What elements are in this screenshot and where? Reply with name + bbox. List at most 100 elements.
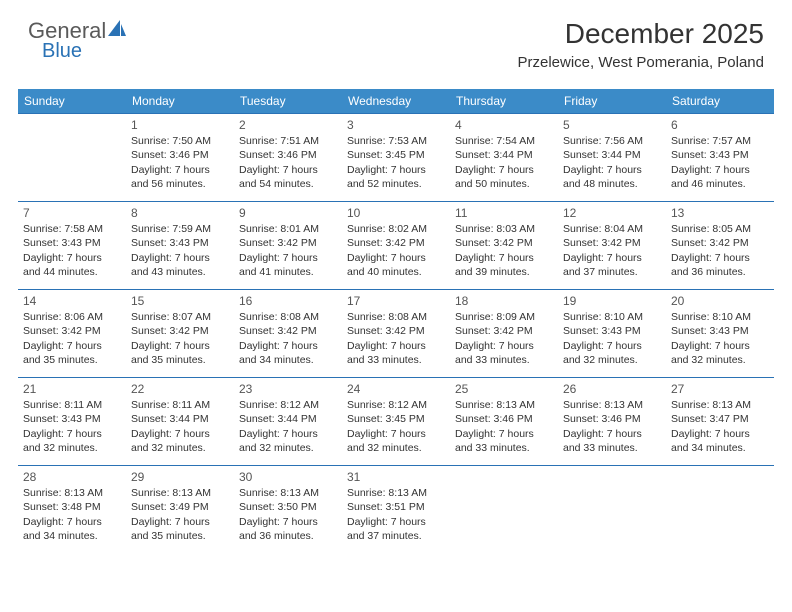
daylight-text: and 34 minutes.: [23, 529, 121, 543]
sunset-text: Sunset: 3:47 PM: [671, 412, 769, 426]
sunset-text: Sunset: 3:43 PM: [563, 324, 661, 338]
sunrise-text: Sunrise: 8:10 AM: [671, 310, 769, 324]
sunrise-text: Sunrise: 7:54 AM: [455, 134, 553, 148]
daylight-text: and 34 minutes.: [239, 353, 337, 367]
calendar-week-row: 7Sunrise: 7:58 AMSunset: 3:43 PMDaylight…: [18, 202, 774, 290]
daylight-text: Daylight: 7 hours: [131, 515, 229, 529]
sunset-text: Sunset: 3:51 PM: [347, 500, 445, 514]
day-number: 11: [455, 205, 553, 221]
daylight-text: Daylight: 7 hours: [23, 251, 121, 265]
daylight-text: Daylight: 7 hours: [131, 427, 229, 441]
sunset-text: Sunset: 3:46 PM: [563, 412, 661, 426]
daylight-text: Daylight: 7 hours: [239, 515, 337, 529]
day-number: 18: [455, 293, 553, 309]
weekday-header: Monday: [126, 89, 234, 114]
sunrise-text: Sunrise: 8:03 AM: [455, 222, 553, 236]
daylight-text: Daylight: 7 hours: [455, 339, 553, 353]
daylight-text: Daylight: 7 hours: [239, 427, 337, 441]
calendar-week-row: 21Sunrise: 8:11 AMSunset: 3:43 PMDayligh…: [18, 378, 774, 466]
day-number: 29: [131, 469, 229, 485]
sunset-text: Sunset: 3:42 PM: [455, 324, 553, 338]
sunset-text: Sunset: 3:46 PM: [455, 412, 553, 426]
sunrise-text: Sunrise: 8:08 AM: [239, 310, 337, 324]
calendar-day-cell: 13Sunrise: 8:05 AMSunset: 3:42 PMDayligh…: [666, 202, 774, 290]
calendar-day-cell: 27Sunrise: 8:13 AMSunset: 3:47 PMDayligh…: [666, 378, 774, 466]
daylight-text: and 33 minutes.: [455, 353, 553, 367]
daylight-text: Daylight: 7 hours: [239, 339, 337, 353]
day-number: 10: [347, 205, 445, 221]
daylight-text: and 54 minutes.: [239, 177, 337, 191]
sunset-text: Sunset: 3:50 PM: [239, 500, 337, 514]
daylight-text: and 35 minutes.: [23, 353, 121, 367]
daylight-text: and 32 minutes.: [347, 441, 445, 455]
day-number: 16: [239, 293, 337, 309]
sunset-text: Sunset: 3:44 PM: [455, 148, 553, 162]
sunset-text: Sunset: 3:46 PM: [239, 148, 337, 162]
day-number: 23: [239, 381, 337, 397]
daylight-text: and 32 minutes.: [131, 441, 229, 455]
sunset-text: Sunset: 3:43 PM: [671, 324, 769, 338]
weekday-header: Tuesday: [234, 89, 342, 114]
calendar-day-cell: 25Sunrise: 8:13 AMSunset: 3:46 PMDayligh…: [450, 378, 558, 466]
calendar-day-cell: 16Sunrise: 8:08 AMSunset: 3:42 PMDayligh…: [234, 290, 342, 378]
daylight-text: Daylight: 7 hours: [131, 339, 229, 353]
calendar-day-cell: 22Sunrise: 8:11 AMSunset: 3:44 PMDayligh…: [126, 378, 234, 466]
daylight-text: and 44 minutes.: [23, 265, 121, 279]
calendar-day-cell: 19Sunrise: 8:10 AMSunset: 3:43 PMDayligh…: [558, 290, 666, 378]
location-subtitle: Przelewice, West Pomerania, Poland: [517, 54, 764, 71]
calendar-day-cell: 2Sunrise: 7:51 AMSunset: 3:46 PMDaylight…: [234, 114, 342, 202]
daylight-text: and 39 minutes.: [455, 265, 553, 279]
sunrise-text: Sunrise: 8:07 AM: [131, 310, 229, 324]
day-number: 1: [131, 117, 229, 133]
day-number: 3: [347, 117, 445, 133]
sunrise-text: Sunrise: 7:56 AM: [563, 134, 661, 148]
day-number: 20: [671, 293, 769, 309]
sunset-text: Sunset: 3:42 PM: [563, 236, 661, 250]
day-number: 9: [239, 205, 337, 221]
sunset-text: Sunset: 3:44 PM: [239, 412, 337, 426]
calendar-day-cell: 21Sunrise: 8:11 AMSunset: 3:43 PMDayligh…: [18, 378, 126, 466]
calendar-table: SundayMondayTuesdayWednesdayThursdayFrid…: [18, 89, 774, 554]
daylight-text: Daylight: 7 hours: [23, 427, 121, 441]
sunset-text: Sunset: 3:42 PM: [23, 324, 121, 338]
daylight-text: and 35 minutes.: [131, 353, 229, 367]
day-number: 19: [563, 293, 661, 309]
calendar-week-row: 14Sunrise: 8:06 AMSunset: 3:42 PMDayligh…: [18, 290, 774, 378]
daylight-text: and 46 minutes.: [671, 177, 769, 191]
sunrise-text: Sunrise: 8:05 AM: [671, 222, 769, 236]
daylight-text: and 48 minutes.: [563, 177, 661, 191]
calendar-day-cell: 10Sunrise: 8:02 AMSunset: 3:42 PMDayligh…: [342, 202, 450, 290]
sunset-text: Sunset: 3:43 PM: [23, 412, 121, 426]
logo: General Blue: [28, 18, 128, 63]
sunrise-text: Sunrise: 7:58 AM: [23, 222, 121, 236]
weekday-header: Saturday: [666, 89, 774, 114]
calendar-day-cell: 31Sunrise: 8:13 AMSunset: 3:51 PMDayligh…: [342, 466, 450, 554]
calendar-empty-cell: [450, 466, 558, 554]
day-number: 7: [23, 205, 121, 221]
calendar-empty-cell: [18, 114, 126, 202]
daylight-text: and 32 minutes.: [239, 441, 337, 455]
calendar-day-cell: 15Sunrise: 8:07 AMSunset: 3:42 PMDayligh…: [126, 290, 234, 378]
day-number: 26: [563, 381, 661, 397]
day-number: 25: [455, 381, 553, 397]
day-number: 2: [239, 117, 337, 133]
daylight-text: and 40 minutes.: [347, 265, 445, 279]
day-number: 4: [455, 117, 553, 133]
calendar-day-cell: 11Sunrise: 8:03 AMSunset: 3:42 PMDayligh…: [450, 202, 558, 290]
calendar-day-cell: 1Sunrise: 7:50 AMSunset: 3:46 PMDaylight…: [126, 114, 234, 202]
day-number: 17: [347, 293, 445, 309]
sunrise-text: Sunrise: 8:09 AM: [455, 310, 553, 324]
calendar-day-cell: 8Sunrise: 7:59 AMSunset: 3:43 PMDaylight…: [126, 202, 234, 290]
calendar-day-cell: 3Sunrise: 7:53 AMSunset: 3:45 PMDaylight…: [342, 114, 450, 202]
daylight-text: and 33 minutes.: [347, 353, 445, 367]
sunset-text: Sunset: 3:42 PM: [671, 236, 769, 250]
calendar-day-cell: 9Sunrise: 8:01 AMSunset: 3:42 PMDaylight…: [234, 202, 342, 290]
calendar-day-cell: 28Sunrise: 8:13 AMSunset: 3:48 PMDayligh…: [18, 466, 126, 554]
daylight-text: Daylight: 7 hours: [239, 163, 337, 177]
daylight-text: Daylight: 7 hours: [239, 251, 337, 265]
sunrise-text: Sunrise: 8:11 AM: [23, 398, 121, 412]
daylight-text: Daylight: 7 hours: [347, 515, 445, 529]
day-number: 21: [23, 381, 121, 397]
calendar-empty-cell: [666, 466, 774, 554]
sunset-text: Sunset: 3:45 PM: [347, 148, 445, 162]
